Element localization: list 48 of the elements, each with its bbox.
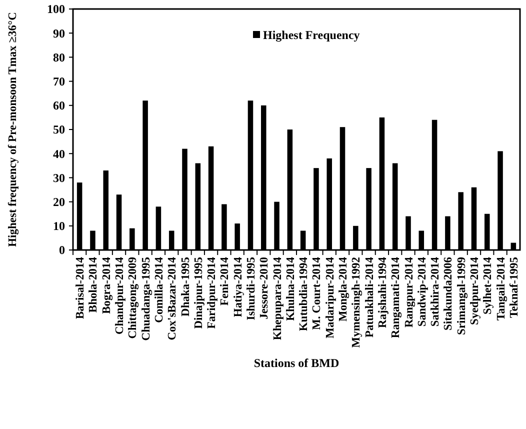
x-tick-label: Mymensingh-1992 [350,256,363,348]
y-tick-label: 20 [53,195,65,209]
y-tick-label: 50 [53,122,65,137]
x-tick-label: Ishurdi-1995 [245,256,258,320]
y-tick-label: 90 [53,26,65,40]
x-tick-label: Feni-2014 [219,256,232,306]
x-tick-label: Kutubdia-1994 [298,256,310,332]
x-tick-label: Madaripur-2014 [324,256,336,338]
y-tick-label: 10 [53,219,65,234]
x-tick-label: Comilla-2014 [153,256,166,323]
x-tick-label: Khepupara-2014 [272,256,284,340]
x-tick-label: Patuakhali-2014 [364,256,376,338]
x-tick-label: Tangail-2014 [495,256,508,320]
y-tick-label: 0 [59,243,65,258]
x-tick-label: Mongla-2014 [338,256,350,322]
x-tick-label: Satkhira-2014 [430,256,442,327]
x-tick-label: Khulna-2014 [284,256,297,321]
x-tick-label: Chandpur-2014 [114,256,126,335]
y-tick-label: 40 [53,146,65,161]
x-tick-label: Bhola-2014 [88,256,100,313]
x-tick-label: Rangamati-2014 [390,256,402,338]
y-tick-label: 30 [53,170,65,185]
x-tick-label: Cox'sBazar-2014 [166,256,179,340]
x-tick-label: Sitakunda2006 [442,256,455,331]
x-tick-label: Faridpur-2014 [206,256,218,329]
x-tick-label: M. Court-2014 [311,256,324,330]
y-tick-label: 70 [53,74,65,88]
y-axis-title: Highest frequency of Pre-monsoon Tmax ≥36°C [7,12,19,247]
x-tick-label: Chittagong-2009 [127,256,140,339]
x-tick-label: Dhaka-1995 [180,256,192,316]
x-tick-label: Bogra-2014 [100,256,113,314]
x-tick-label: Sylhet-2014 [482,256,494,314]
legend-label: Highest Frequency [263,28,360,42]
x-tick-label: Jessore-2010 [258,256,271,320]
x-tick-label: Rajshahi-1994 [376,256,389,328]
y-tick-label: 60 [53,98,65,113]
x-tick-label: Sandwip-2014 [416,256,428,327]
x-tick-label: Chuadanga-1995 [140,256,152,341]
x-tick-label: Dinajpur-1995 [192,256,205,329]
x-tick-label: Teknaf-1995 [508,256,520,318]
x-tick-label: Srimangal-1999 [456,256,468,335]
y-tick-label: 80 [53,50,65,64]
y-tick-label: 100 [47,2,65,16]
x-tick-label: Hatiya-2014 [232,256,244,318]
x-tick-label: Syedpur-2014 [468,256,481,325]
x-axis-title: Stations of BMD [254,356,340,370]
x-tick-label: Rangpur-2014 [403,256,416,328]
x-tick-label: Barisal-2014 [74,256,87,319]
